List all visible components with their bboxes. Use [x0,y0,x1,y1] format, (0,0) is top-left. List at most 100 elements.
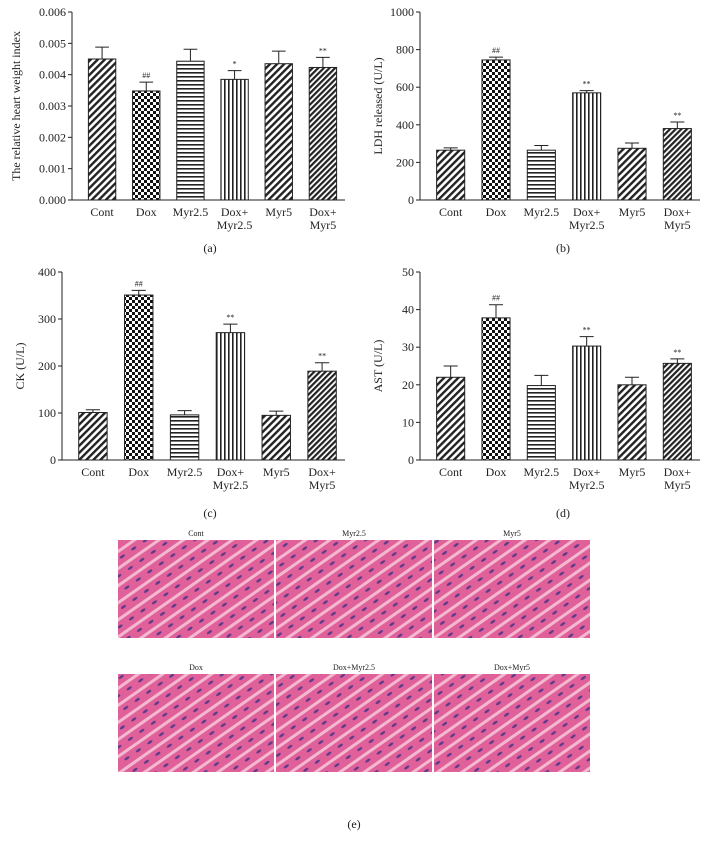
x-tick-label: Cont [81,465,105,479]
x-tick-label: Dox+ Myr2.5 [217,205,253,232]
y-tick-label: 10 [402,415,414,429]
bar [481,317,511,461]
bar [261,414,291,461]
axes [71,12,345,201]
y-axis-label: AST (U/L) [371,340,385,393]
significance-marker: ## [142,71,150,80]
y-tick-label: 600 [396,80,414,94]
y-tick-label: 0.001 [39,162,66,176]
error-bar [579,336,594,347]
histology-image [276,674,432,772]
x-tick-label: Dox+ Myr2.5 [569,205,605,232]
bar [526,149,556,201]
error-bar [314,362,330,372]
image-title: Dox+Myr5 [494,663,530,672]
significance-marker: ** [226,313,234,322]
error-bar [131,289,146,296]
x-tick-label: Cont [90,205,114,219]
x-tick-label: Dox [486,205,507,219]
bar [481,59,511,201]
histology-image [118,540,274,638]
significance-marker: ** [583,80,591,89]
image-title: Dox+Myr2.5 [333,663,375,672]
y-tick-label: 800 [396,43,414,57]
histology-image [276,540,432,638]
y-tick-label: 200 [38,359,56,373]
y-tick-label: 1000 [390,5,414,19]
y-tick-label: 0.006 [39,5,66,19]
error-bar [183,48,198,62]
bar [176,60,205,201]
error-bar [269,410,284,416]
error-bar [534,144,549,151]
x-tick-label: Dox+ Myr5 [664,465,692,492]
histology-image [434,540,590,638]
x-tick-label: Dox+ Myr5 [309,205,337,232]
histology-image [434,674,590,772]
x-tick-label: Myr5 [265,205,292,219]
significance-marker: ** [318,352,326,361]
y-tick-label: 0.004 [39,68,66,82]
significance-marker: ## [135,279,143,288]
y-tick-label: 400 [38,265,56,279]
significance-marker: ** [319,46,327,55]
error-bar [227,70,242,80]
bar [526,385,556,461]
x-tick-label: Myr2.5 [173,205,209,219]
bar [572,345,602,461]
x-tick-label: Dox [486,465,507,479]
x-tick-label: Dox [128,465,149,479]
bar [307,370,337,461]
y-tick-label: 40 [402,303,414,317]
x-tick-label: Dox+ Myr2.5 [569,465,605,492]
image-title: Dox [189,663,203,672]
error-bar [670,121,685,129]
bar [662,128,692,201]
x-tick-label: Myr5 [263,465,290,479]
error-bar [177,410,192,415]
bar [617,384,647,461]
bar [215,332,246,461]
bar [264,63,293,201]
x-tick-label: Dox+ Myr2.5 [213,465,249,492]
significance-marker: ## [492,294,500,303]
error-bar [488,304,504,318]
axes [419,272,700,461]
error-bar [624,376,640,385]
y-tick-label: 20 [402,378,414,392]
y-tick-label: 0.002 [39,130,66,144]
panel-label: (e) [347,817,360,831]
bar [169,414,200,461]
y-tick-label: 30 [402,340,414,354]
y-tick-label: 400 [396,118,414,132]
error-bar [85,409,101,413]
significance-marker: ** [673,348,681,357]
panel-label: (d) [556,506,570,520]
error-bar [223,323,238,333]
image-title: Myr2.5 [342,529,366,538]
x-tick-label: Dox+ Myr5 [664,205,692,232]
error-bar [488,56,504,60]
y-tick-label: 0 [408,453,414,467]
bar [308,66,338,201]
error-bar [579,90,594,93]
panel-label: (a) [203,241,216,255]
y-tick-label: 0 [50,453,56,467]
y-tick-label: 0.003 [39,99,66,113]
y-tick-label: 0 [408,193,414,207]
bar [436,149,466,201]
histology-image [118,674,274,772]
y-tick-label: 100 [38,406,56,420]
y-tick-label: 0.000 [39,193,66,207]
bar [87,58,117,201]
axes [61,272,345,461]
image-title: Myr5 [503,529,521,538]
error-bar [95,46,109,59]
x-tick-label: Myr5 [619,465,646,479]
panel-label: (b) [556,241,570,255]
x-tick-label: Dox [136,205,157,219]
error-bar [139,81,154,91]
x-tick-label: Cont [439,205,463,219]
significance-marker: * [233,60,237,69]
